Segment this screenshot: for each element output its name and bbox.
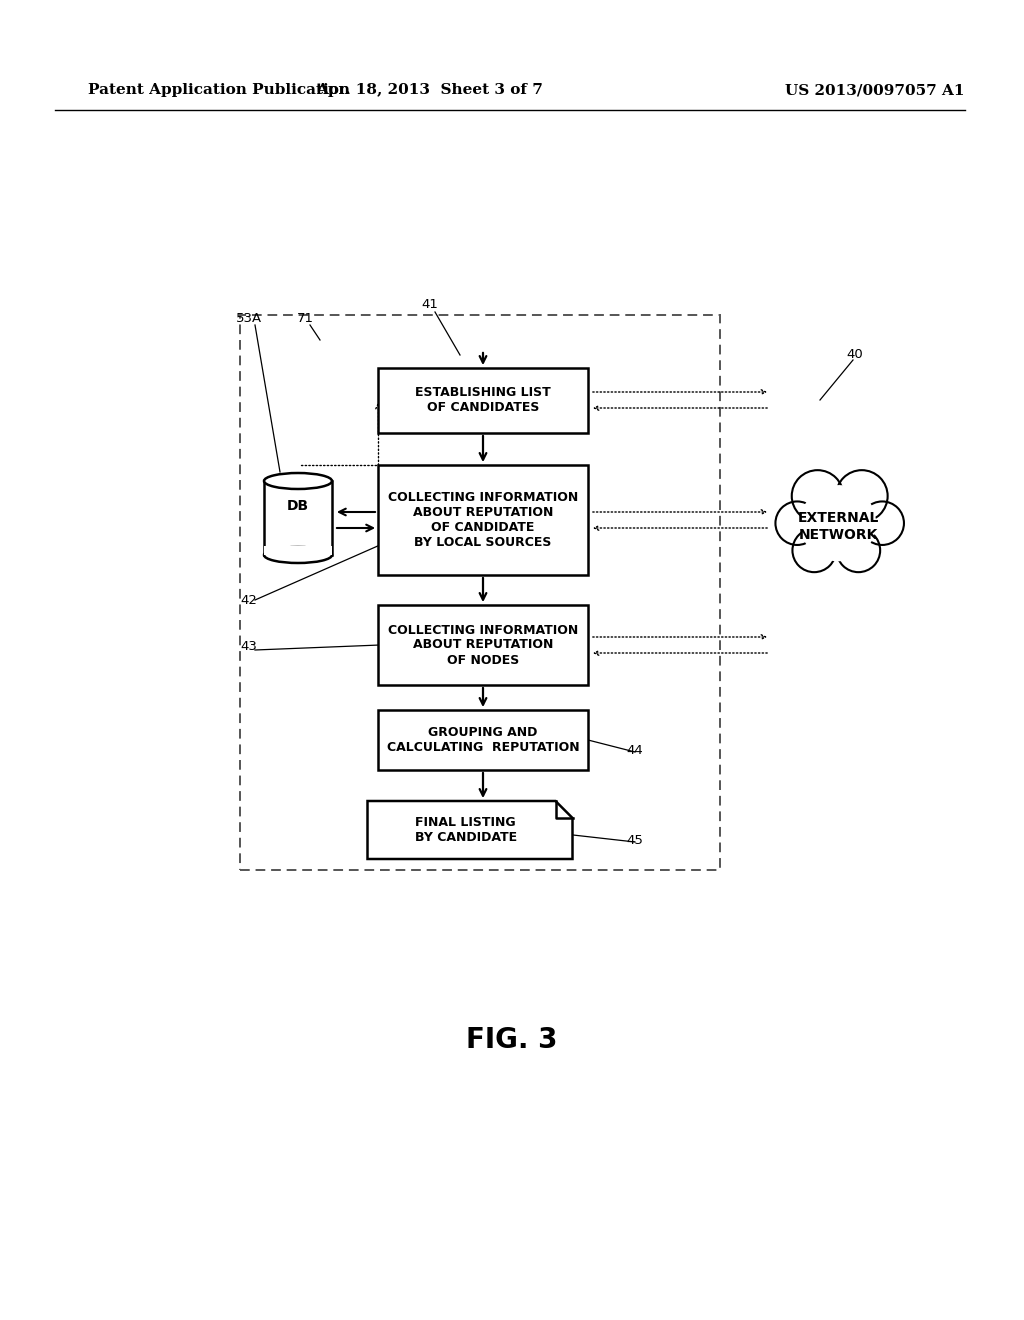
- Circle shape: [836, 470, 888, 521]
- Text: COLLECTING INFORMATION
ABOUT REPUTATION
OF CANDIDATE
BY LOCAL SOURCES: COLLECTING INFORMATION ABOUT REPUTATION …: [388, 491, 579, 549]
- Text: DB: DB: [287, 499, 309, 513]
- Bar: [264, 546, 332, 554]
- Bar: [378, 605, 588, 685]
- Bar: [264, 480, 332, 554]
- Text: 71: 71: [297, 312, 313, 325]
- Text: 45: 45: [627, 833, 643, 846]
- Text: 44: 44: [627, 743, 643, 756]
- Text: US 2013/0097057 A1: US 2013/0097057 A1: [785, 83, 965, 96]
- Circle shape: [793, 528, 836, 572]
- Ellipse shape: [264, 546, 332, 564]
- Text: 53A: 53A: [236, 312, 262, 325]
- Text: FINAL LISTING
BY CANDIDATE: FINAL LISTING BY CANDIDATE: [415, 816, 517, 843]
- Text: 40: 40: [847, 348, 863, 362]
- Circle shape: [860, 502, 904, 545]
- Bar: [240, 315, 720, 870]
- Text: EXTERNAL
NETWORK: EXTERNAL NETWORK: [798, 511, 879, 541]
- Bar: [378, 710, 588, 770]
- Text: 43: 43: [241, 640, 257, 653]
- Text: Patent Application Publication: Patent Application Publication: [88, 83, 350, 96]
- Text: ESTABLISHING LIST
OF CANDIDATES: ESTABLISHING LIST OF CANDIDATES: [415, 385, 551, 414]
- Circle shape: [814, 492, 862, 540]
- Circle shape: [837, 528, 881, 572]
- Text: Apr. 18, 2013  Sheet 3 of 7: Apr. 18, 2013 Sheet 3 of 7: [316, 83, 544, 96]
- Text: FIG. 3: FIG. 3: [466, 1026, 558, 1053]
- Text: GROUPING AND
CALCULATING  REPUTATION: GROUPING AND CALCULATING REPUTATION: [387, 726, 580, 754]
- Circle shape: [792, 470, 844, 521]
- Ellipse shape: [264, 473, 332, 488]
- Polygon shape: [368, 801, 572, 859]
- Text: 41: 41: [422, 298, 438, 312]
- Circle shape: [775, 502, 819, 545]
- Bar: [378, 465, 588, 576]
- Circle shape: [817, 516, 858, 557]
- Circle shape: [801, 486, 876, 561]
- Text: COLLECTING INFORMATION
ABOUT REPUTATION
OF NODES: COLLECTING INFORMATION ABOUT REPUTATION …: [388, 623, 579, 667]
- Text: 42: 42: [241, 594, 257, 606]
- Bar: [378, 367, 588, 433]
